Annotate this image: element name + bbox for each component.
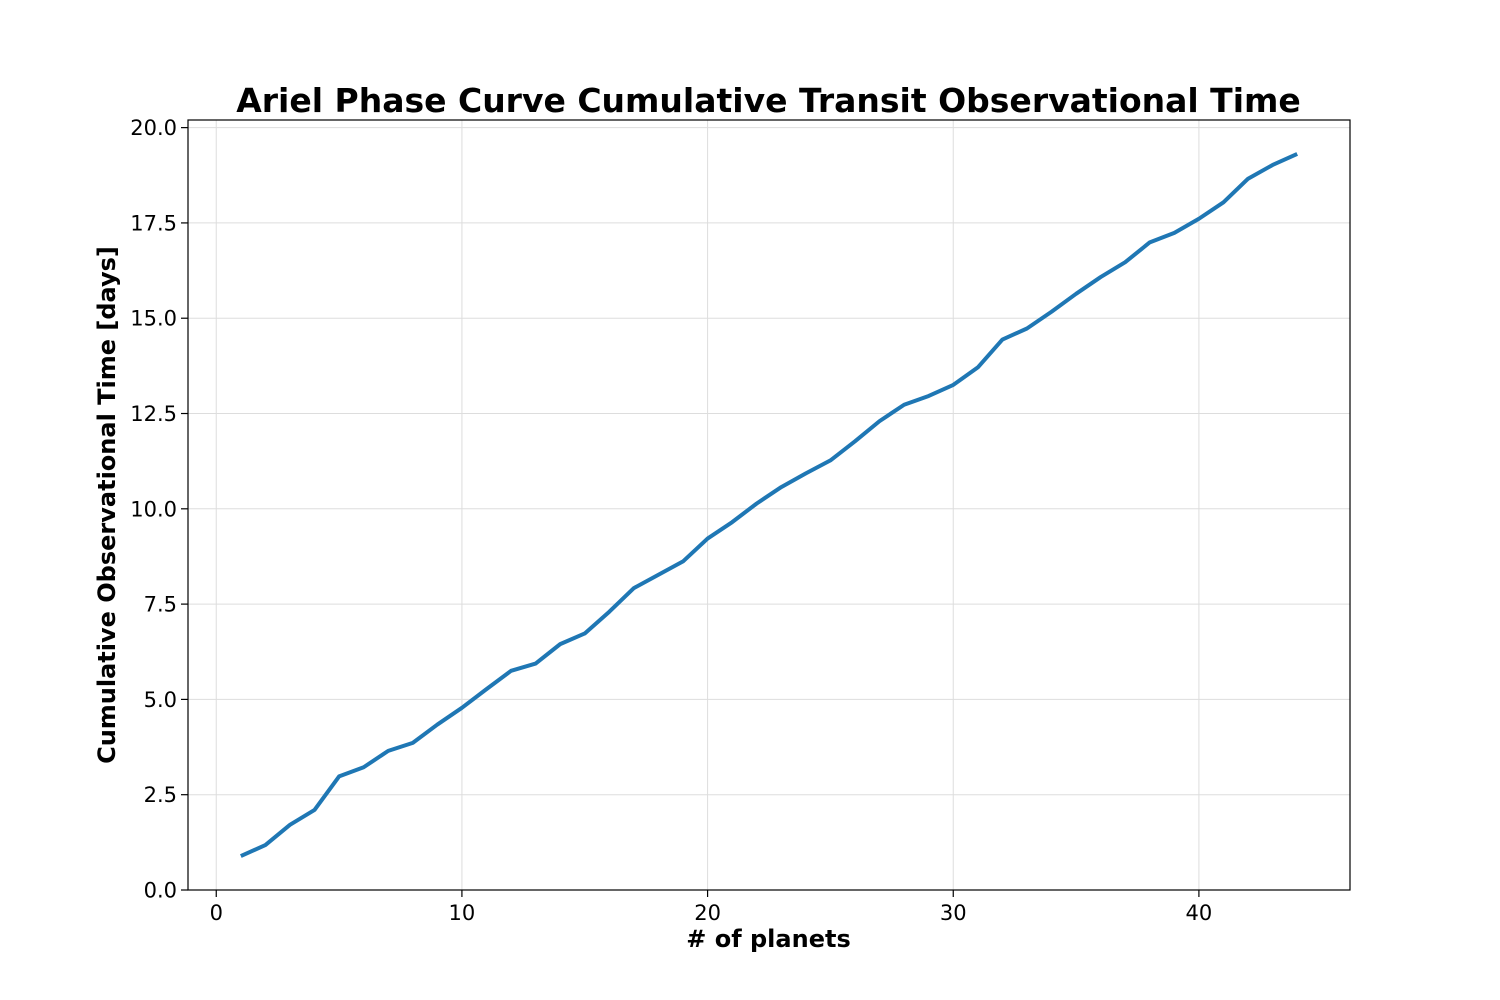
series-line-0 bbox=[239, 152, 1299, 858]
y-tick-label-4: 10.0 bbox=[130, 497, 177, 521]
y-tick-label-7: 17.5 bbox=[130, 211, 177, 235]
chart-title: Ariel Phase Curve Cumulative Transit Obs… bbox=[236, 81, 1301, 120]
x-tick-label-4: 40 bbox=[1186, 901, 1213, 925]
x-tick-label-1: 10 bbox=[449, 901, 476, 925]
ticks: 0 10 20 30 40 0.0 2.5 5.0 7.5 10.0 12.5 15.0 17.5 20.… bbox=[130, 116, 1212, 925]
series-layer bbox=[239, 152, 1299, 858]
y-tick-label-0: 0.0 bbox=[144, 879, 177, 903]
y-tick-label-5: 12.5 bbox=[130, 402, 177, 426]
y-tick-label-6: 15.0 bbox=[130, 307, 177, 331]
y-axis-label: Cumulative Observational Time [days] bbox=[93, 246, 121, 764]
x-axis-label: # of planets bbox=[686, 925, 850, 953]
y-tick-label-3: 7.5 bbox=[144, 593, 177, 617]
x-tick-label-0: 0 bbox=[210, 901, 223, 925]
y-tick-label-8: 20.0 bbox=[130, 116, 177, 140]
x-tick-label-3: 30 bbox=[940, 901, 967, 925]
x-tick-label-2: 20 bbox=[694, 901, 721, 925]
axes-frame bbox=[187, 119, 1351, 891]
y-tick-label-2: 5.0 bbox=[144, 688, 177, 712]
y-tick-label-1: 2.5 bbox=[144, 783, 177, 807]
